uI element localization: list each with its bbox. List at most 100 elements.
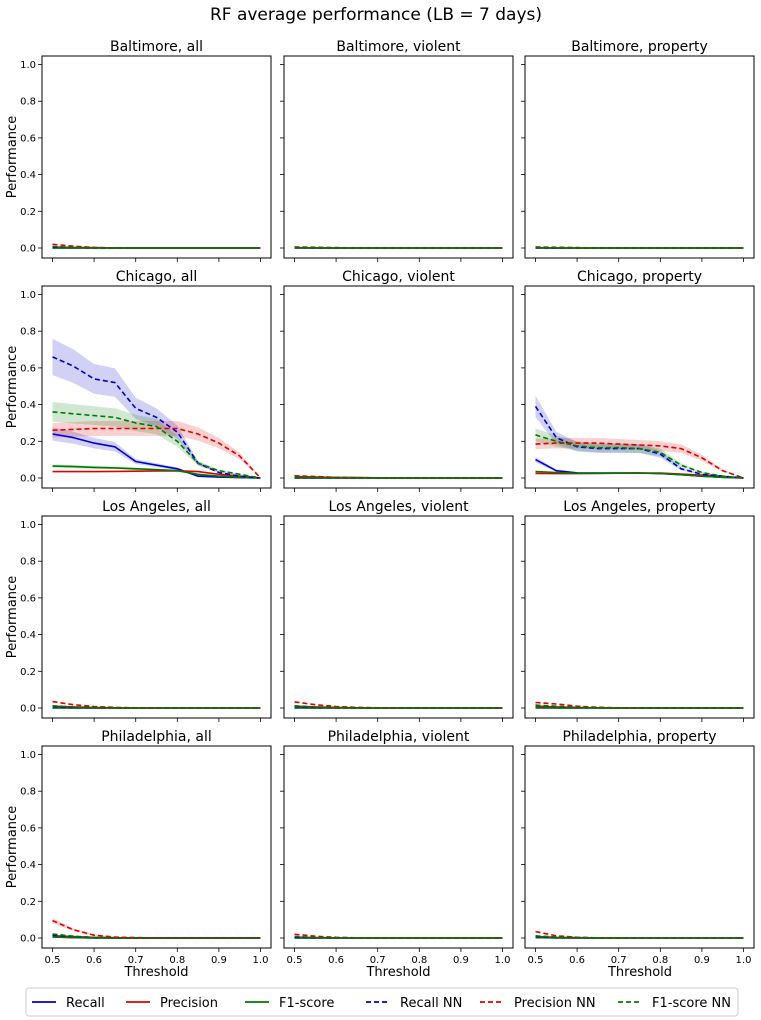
y-tick-label: 0.0 xyxy=(20,474,36,485)
x-tick-label: 0.9 xyxy=(453,955,469,966)
panel-chicago-violent: Chicago, violent xyxy=(280,269,514,492)
band-f1-score-nn xyxy=(535,428,744,478)
x-tick-label: 0.5 xyxy=(528,955,544,966)
panel-frame xyxy=(283,515,514,719)
panel-frame xyxy=(41,515,272,719)
panel-title: Baltimore, violent xyxy=(336,39,461,55)
y-tick-label: 0.6 xyxy=(20,133,36,144)
y-tick-label: 0.6 xyxy=(20,823,36,834)
y-tick-label: 0.8 xyxy=(20,97,36,108)
series-line-f1-score-nn xyxy=(535,434,744,479)
series-line-f1-score xyxy=(52,465,261,479)
panel-frame xyxy=(283,745,514,949)
x-tick-label: 0.8 xyxy=(652,955,668,966)
panel-los-angeles-property: Los Angeles, property xyxy=(521,499,755,722)
panel-baltimore-all: Baltimore, all 0.0 0.2 0.4 0.6 0.8 1.0 xyxy=(20,39,272,262)
y-tick-label: 0.2 xyxy=(20,897,36,908)
y-tick-label: 0.0 xyxy=(20,244,36,255)
y-tick-label: 0.2 xyxy=(20,667,36,678)
panel-frame xyxy=(283,55,514,259)
legend: Recall Precision F1-score Recall NN Precisio… xyxy=(25,987,739,1017)
x-axis-labels: Threshold Threshold Threshold xyxy=(123,965,672,980)
panel-baltimore-property: Baltimore, property xyxy=(521,39,755,262)
band-precision-nn xyxy=(52,421,261,478)
panel-title: Baltimore, all xyxy=(110,39,203,55)
series-line-precision xyxy=(52,469,261,479)
y-tick-label: 0.4 xyxy=(20,860,36,871)
y-tick-label: 1.0 xyxy=(20,520,36,531)
panel-title: Chicago, all xyxy=(116,269,198,285)
y-tick-label: 0.8 xyxy=(20,557,36,568)
panel-philadelphia-violent: Philadelphia, violent 0.5 0.6 0.7 0.8 0.9 1.0 xyxy=(280,729,514,966)
x-tick-label: 0.6 xyxy=(569,955,585,966)
y-tick-label: 0.8 xyxy=(20,787,36,798)
panel-title: Chicago, violent xyxy=(342,269,455,285)
series-line-f1-score-nn xyxy=(294,246,503,249)
y-tick-label: 0.6 xyxy=(20,363,36,374)
series-line-f1-score-nn xyxy=(294,705,503,709)
series-line-f1-score-nn xyxy=(535,704,744,709)
y-tick-label: 1.0 xyxy=(20,750,36,761)
x-tick-label: 1.0 xyxy=(736,955,752,966)
series-line-precision-nn xyxy=(52,919,261,939)
panel-frame xyxy=(41,745,272,949)
legend-label: Recall NN xyxy=(400,996,462,1011)
y-tick-label: 0.0 xyxy=(20,934,36,945)
series-line-f1-score-nn xyxy=(52,705,261,709)
series-line-recall-nn xyxy=(52,356,261,479)
y-tick-label: 0.2 xyxy=(20,437,36,448)
x-tick-label: 0.8 xyxy=(169,955,185,966)
panel-frame xyxy=(41,285,272,489)
x-tick-label: 1.0 xyxy=(253,955,269,966)
panel-title: Chicago, property xyxy=(577,269,702,285)
y-axis-label-row2: Performance xyxy=(5,346,20,428)
panel-frame xyxy=(524,745,755,949)
legend-label: F1-score xyxy=(279,996,334,1011)
y-tick-label: 0.8 xyxy=(20,327,36,338)
panel-philadelphia-property: Philadelphia, property 0.5 0.6 0.7 0.8 0.9 1.0 xyxy=(521,729,755,966)
panel-los-angeles-all: Los Angeles, all 0.0 0.2 0.4 0.6 0.8 1.0 xyxy=(20,499,272,722)
legend-item-recall-nn: Recall NN xyxy=(366,996,462,1011)
legend-item-precision: Precision xyxy=(126,996,218,1011)
y-axis-label-row1: Performance xyxy=(5,116,20,198)
legend-item-f1-score-nn: F1-score NN xyxy=(618,996,731,1011)
panel-title: Baltimore, property xyxy=(571,39,708,55)
series-line-f1-score-nn xyxy=(294,935,503,939)
x-tick-label: 0.7 xyxy=(370,955,386,966)
panels-grid: Baltimore, all 0.0 0.2 0.4 0.6 0.8 1.0 Baltimor… xyxy=(20,39,755,966)
band-f1-score-nn xyxy=(52,402,261,478)
legend-label: Precision xyxy=(160,996,218,1011)
x-tick-label: 0.5 xyxy=(45,955,61,966)
x-axis-label-col1: Threshold xyxy=(123,965,188,980)
x-tick-label: 0.7 xyxy=(128,955,144,966)
y-axis-labels: Performance Performance Performance Perf… xyxy=(5,116,20,888)
legend-label: Precision NN xyxy=(514,996,596,1011)
y-axis-label-row4: Performance xyxy=(5,806,20,888)
x-tick-label: 0.6 xyxy=(86,955,102,966)
panel-title: Philadelphia, all xyxy=(101,729,212,745)
y-tick-label: 0.2 xyxy=(20,207,36,218)
y-axis-label-row3: Performance xyxy=(5,576,20,658)
legend-item-precision-nn: Precision NN xyxy=(480,996,596,1011)
band-precision-nn xyxy=(535,437,744,478)
panel-frame xyxy=(524,55,755,259)
panel-baltimore-violent: Baltimore, violent xyxy=(280,39,514,262)
x-tick-label: 0.9 xyxy=(694,955,710,966)
legend-label: Recall xyxy=(66,996,105,1011)
series-line-f1-score-nn xyxy=(294,476,503,479)
x-axis-label-col3: Threshold xyxy=(607,965,672,980)
legend-item-recall: Recall xyxy=(32,996,105,1011)
x-axis-label-col2: Threshold xyxy=(365,965,430,980)
panel-title: Los Angeles, property xyxy=(563,499,715,515)
series-line-f1-score xyxy=(535,470,744,479)
panel-chicago-all: Chicago, all 0.0 0.2 0.4 0.6 0.8 1.0 xyxy=(20,269,272,492)
y-tick-label: 0.0 xyxy=(20,704,36,715)
series-line-precision-nn xyxy=(52,427,262,479)
panel-frame xyxy=(283,285,514,489)
legend-label: F1-score NN xyxy=(652,996,731,1011)
band-recall-nn xyxy=(52,338,261,478)
panel-frame xyxy=(41,55,272,259)
series-line-f1-score-nn xyxy=(52,411,261,479)
y-tick-label: 0.4 xyxy=(20,630,36,641)
